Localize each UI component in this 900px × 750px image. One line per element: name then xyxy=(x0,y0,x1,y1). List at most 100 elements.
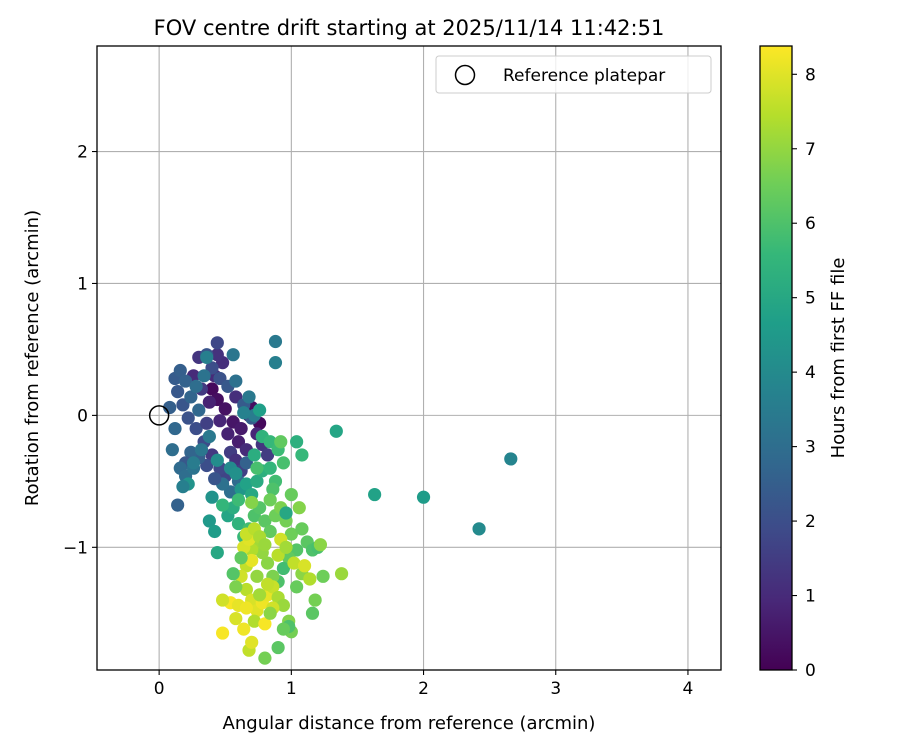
data-point xyxy=(263,461,277,475)
data-point xyxy=(229,580,243,594)
data-point xyxy=(208,524,222,539)
data-point xyxy=(226,348,240,362)
colorbar-tick-label: 4 xyxy=(805,363,816,383)
colorbar-tick-label: 5 xyxy=(805,289,816,309)
data-point xyxy=(245,495,259,510)
colorbar-tick-label: 8 xyxy=(805,65,816,85)
data-point xyxy=(253,588,267,602)
y-tick-label: 1 xyxy=(77,274,88,294)
data-point xyxy=(316,569,330,583)
data-point xyxy=(229,611,243,626)
legend-label: Reference platepar xyxy=(503,66,665,86)
data-point xyxy=(279,506,293,520)
data-point xyxy=(295,448,309,462)
data-point xyxy=(176,480,190,494)
x-tick-label: 0 xyxy=(154,679,165,699)
colorbar-label: Hours from first FF file xyxy=(828,258,849,459)
colorbar-tick-label: 7 xyxy=(805,140,816,160)
data-point xyxy=(202,514,216,528)
colorbar: 0 1 2 3 4 5 6 7 8 Hours from first FF file xyxy=(759,45,849,681)
data-point xyxy=(472,522,486,536)
data-point xyxy=(205,382,219,396)
data-point xyxy=(250,474,264,488)
data-point xyxy=(250,461,264,475)
legend-marker-icon xyxy=(454,64,476,86)
data-point xyxy=(305,606,320,620)
data-point xyxy=(168,421,182,436)
data-point xyxy=(226,567,240,581)
data-point xyxy=(284,487,298,502)
data-point xyxy=(239,582,253,597)
data-point xyxy=(210,348,224,362)
y-axis-ticks: −1 0 1 2 xyxy=(63,143,97,558)
data-point xyxy=(258,538,272,552)
data-point xyxy=(239,601,253,615)
data-point xyxy=(200,350,214,364)
data-point xyxy=(237,406,251,420)
data-point xyxy=(163,400,177,415)
x-axis-label: Angular distance from reference (arcmin) xyxy=(223,713,596,734)
y-tick-label: 0 xyxy=(77,406,88,426)
data-point xyxy=(229,466,243,481)
data-point xyxy=(284,527,298,541)
x-tick-label: 4 xyxy=(683,679,694,699)
data-point xyxy=(200,416,214,430)
data-point xyxy=(295,522,309,536)
data-point xyxy=(263,606,277,620)
x-tick-label: 1 xyxy=(286,679,297,699)
data-point xyxy=(290,580,304,594)
data-point xyxy=(215,498,230,512)
data-point xyxy=(186,456,201,470)
data-point xyxy=(215,593,230,607)
y-tick-label: 2 xyxy=(77,143,88,163)
data-point xyxy=(239,477,253,491)
data-point xyxy=(213,414,227,428)
data-point xyxy=(260,577,275,591)
data-point xyxy=(184,445,198,459)
data-point xyxy=(263,524,277,539)
y-tick-label: −1 xyxy=(63,538,88,558)
data-point xyxy=(231,493,246,507)
data-point xyxy=(245,635,259,649)
data-point xyxy=(368,487,382,502)
data-point xyxy=(247,448,261,462)
data-point xyxy=(165,443,179,457)
data-point xyxy=(276,622,291,636)
data-point xyxy=(189,379,203,393)
data-point xyxy=(202,429,216,444)
data-point xyxy=(504,452,518,466)
plot-background xyxy=(97,46,721,670)
data-point xyxy=(229,374,243,388)
data-point xyxy=(184,390,198,404)
data-point xyxy=(287,556,301,570)
data-point xyxy=(290,435,304,449)
data-point xyxy=(268,334,283,349)
colorbar-tick-label: 6 xyxy=(805,214,816,234)
data-point xyxy=(313,538,328,552)
data-point xyxy=(205,490,219,504)
data-point xyxy=(181,411,195,425)
data-point xyxy=(237,622,251,636)
data-point xyxy=(247,614,261,628)
scatter-points xyxy=(163,334,518,665)
x-tick-label: 2 xyxy=(418,679,429,699)
data-point xyxy=(234,551,248,565)
data-point xyxy=(263,493,277,507)
data-point xyxy=(189,421,203,436)
data-point xyxy=(276,561,291,576)
colorbar-tick-label: 2 xyxy=(805,512,816,532)
data-point xyxy=(276,456,291,470)
data-point xyxy=(334,567,349,581)
data-point xyxy=(253,403,267,417)
data-point xyxy=(173,363,187,378)
data-point xyxy=(221,427,235,441)
data-point xyxy=(274,435,288,449)
plot-area: 0 1 2 3 4 −1 0 1 2 xyxy=(63,45,722,699)
data-point xyxy=(215,626,230,640)
data-point xyxy=(297,559,312,573)
data-point xyxy=(258,617,272,631)
plot-frame xyxy=(96,45,722,671)
data-point xyxy=(245,553,259,568)
data-point xyxy=(194,443,209,457)
chart-title: FOV centre drift starting at 2025/11/14 … xyxy=(154,16,665,40)
